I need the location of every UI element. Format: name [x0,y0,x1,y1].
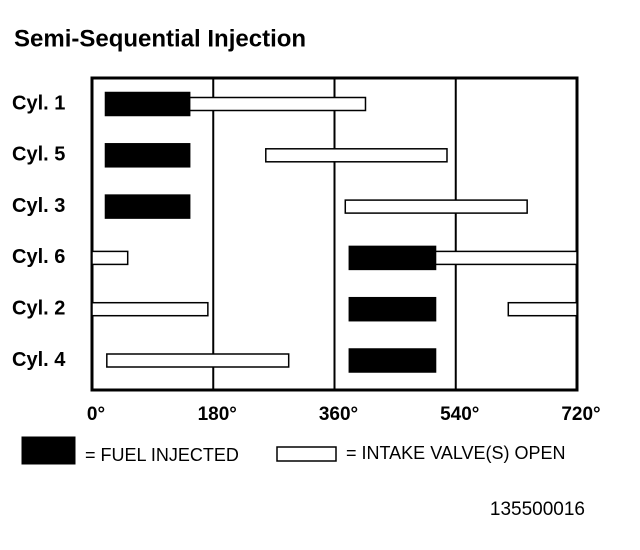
y-tick-label: Cyl. 2 [12,297,65,319]
fuel-bar [104,91,191,117]
legend-label: = FUEL INJECTED [85,445,239,465]
legend-swatch [21,436,76,465]
intake-bar [91,250,129,266]
intake-bar [428,250,578,266]
y-tick-label: Cyl. 3 [12,195,65,217]
x-tick-label: 0° [87,404,105,425]
legend-swatch [276,446,337,462]
y-tick-label: Cyl. 5 [12,144,65,166]
y-tick-label: Cyl. 6 [12,246,65,268]
x-tick-label: 540° [440,404,479,425]
intake-bar [184,96,367,112]
fuel-bar [348,348,437,373]
fuel-bar [348,296,437,322]
intake-bar [265,148,448,163]
x-tick-label: 360° [319,404,358,425]
footnote: 135500016 [490,499,585,520]
fuel-bar [104,194,191,219]
intake-bar [91,301,209,317]
intake-bar [507,301,578,317]
y-tick-label: Cyl. 1 [12,92,65,114]
x-tick-label: 720° [561,404,600,425]
x-tick-label: 180° [198,404,237,425]
y-tick-label: Cyl. 4 [12,349,66,371]
chart-title: Semi-Sequential Injection [14,25,306,52]
intake-bar [344,199,528,214]
intake-bar [106,353,290,368]
fuel-bar [348,245,437,271]
legend-label: = INTAKE VALVE(S) OPEN [346,443,566,463]
fuel-bar [104,143,191,168]
